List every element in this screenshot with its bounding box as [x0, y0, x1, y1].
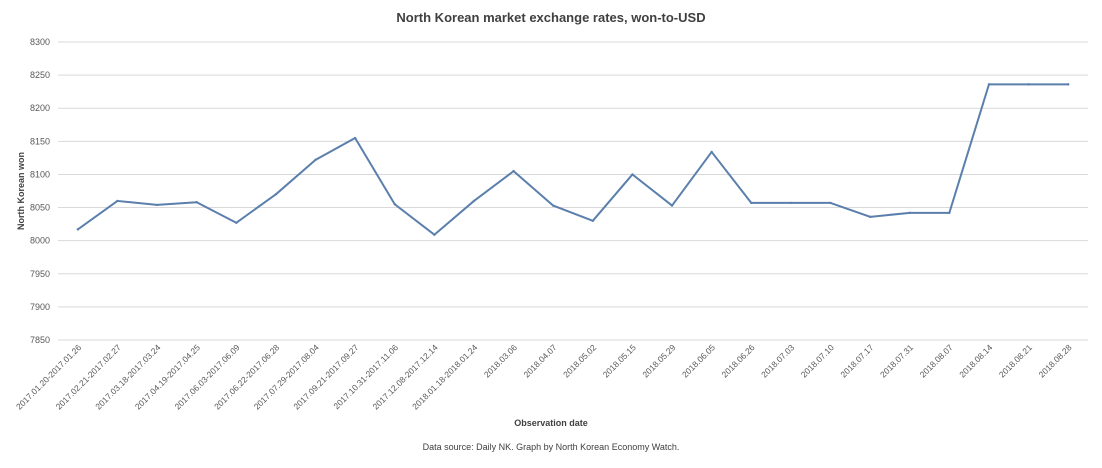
x-tick-label: 2018.05.02 — [561, 342, 598, 379]
chart-title: North Korean market exchange rates, won-… — [396, 10, 706, 25]
data-point — [433, 233, 436, 236]
data-point — [591, 219, 595, 222]
y-tick-label: 8100 — [30, 169, 50, 179]
x-tick-label: 2018.07.03 — [759, 342, 796, 379]
x-tick-label: 2018.04.07 — [521, 342, 558, 379]
data-point — [314, 158, 317, 162]
data-point — [710, 150, 713, 154]
x-tick-label: 2018.06.05 — [680, 342, 717, 379]
y-tick-label: 7900 — [30, 302, 50, 312]
x-tick-label: 2017.03.18-2017.03.24 — [93, 342, 162, 411]
source-note: Data source: Daily NK. Graph by North Ko… — [422, 442, 680, 452]
x-axis-label: Observation date — [514, 418, 588, 428]
data-point — [76, 228, 80, 231]
x-tick-label: 2017.04.19-2017.04.25 — [133, 342, 202, 411]
x-tick-label: 2018.07.31 — [878, 342, 915, 379]
x-tick-label: 2017.01.20-2017.01.26 — [14, 342, 83, 411]
data-point — [195, 201, 198, 204]
data-point — [353, 136, 357, 140]
x-tick-label: 2018.08.07 — [918, 342, 955, 379]
data-point — [1027, 83, 1030, 86]
x-tick-label: 2018.07.10 — [799, 342, 836, 379]
x-tick-label: 2018.08.28 — [1036, 342, 1073, 379]
x-tick-label: 2017.09.21-2017.09.27 — [291, 342, 360, 411]
data-point — [512, 169, 515, 173]
y-tick-label: 7950 — [30, 269, 50, 279]
data-point — [235, 221, 238, 224]
x-tick-label: 2018.08.14 — [957, 342, 994, 379]
data-point — [551, 204, 555, 207]
y-tick-label: 8150 — [30, 136, 50, 146]
data-point — [393, 203, 396, 206]
data-point — [1066, 83, 1070, 86]
series-line — [77, 83, 1069, 236]
x-tick-label: 2018.05.29 — [640, 342, 677, 379]
y-tick-label: 8050 — [30, 203, 50, 213]
x-tick-label: 2018.08.21 — [997, 342, 1034, 379]
data-point — [908, 211, 911, 215]
x-tick-label: 2018.06.26 — [720, 342, 757, 379]
data-point — [789, 201, 793, 205]
x-tick-label: 2017.07.29-2017.08.04 — [252, 342, 321, 411]
data-point — [829, 201, 832, 205]
x-tick-label: 2017.06.22-2017.06.28 — [212, 342, 281, 411]
x-tick-label: 2018.07.17 — [838, 342, 875, 379]
y-tick-label: 8000 — [30, 236, 50, 246]
data-point — [631, 173, 634, 176]
data-point — [987, 83, 991, 86]
x-tick-label: 2017.06.03-2017.06.09 — [172, 342, 241, 411]
y-tick-label: 8250 — [30, 70, 50, 80]
data-point — [116, 199, 119, 203]
y-tick-label: 8300 — [30, 37, 50, 47]
x-tick-label: 2017.10.31-2017.11.06 — [331, 342, 400, 411]
y-tick-label: 7850 — [30, 335, 50, 345]
data-point — [670, 204, 674, 207]
x-tick-label: 2017.12.08-2017.12.14 — [371, 342, 440, 411]
x-tick-label: 2017.02.21-2017.02.27 — [54, 342, 123, 411]
data-point — [868, 215, 872, 219]
x-tick-label: 2018.01.18-2018.01.24 — [410, 342, 479, 411]
x-tick-label: 2018.03.06 — [482, 342, 519, 379]
data-point — [155, 203, 159, 207]
data-point — [750, 201, 753, 205]
data-point — [274, 193, 278, 196]
y-axis-label: North Korean won — [16, 152, 26, 230]
x-tick-label: 2018.05.15 — [601, 342, 638, 379]
y-tick-label: 8200 — [30, 103, 50, 113]
data-point — [948, 211, 951, 215]
data-point — [472, 199, 476, 203]
